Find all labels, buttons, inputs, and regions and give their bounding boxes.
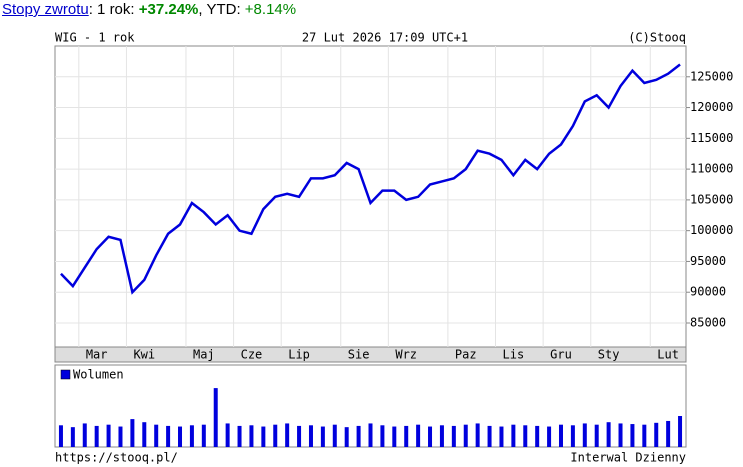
volume-bar (94, 425, 99, 447)
x-tick-label: Kwi (133, 348, 155, 362)
y-tick-label: 120000 (690, 100, 733, 114)
y-tick-label: 100000 (690, 223, 733, 237)
volume-bar (511, 424, 516, 447)
volume-bar (487, 425, 492, 447)
chart-source: (C)Stooq (628, 31, 686, 45)
volume-bar (106, 424, 111, 447)
volume-bar (118, 426, 123, 447)
volume-bar (213, 388, 218, 447)
y-tick-label: 95000 (690, 254, 726, 268)
volume-bar (642, 424, 647, 447)
x-tick-label: Paz (455, 348, 477, 362)
volume-bar (618, 423, 623, 447)
volume-bar (475, 423, 480, 447)
x-tick-label: Cze (241, 348, 263, 362)
volume-bar (297, 425, 302, 447)
volume-bar (249, 425, 254, 447)
volume-bar (451, 425, 456, 447)
volume-bar (166, 425, 171, 447)
legend-swatch (60, 369, 71, 380)
volume-bar (654, 422, 659, 447)
volume-bar (606, 422, 611, 447)
volume-bar (189, 425, 194, 447)
volume-bar (273, 424, 278, 447)
chart-date: 27 Lut 2026 17:09 UTC+1 (302, 31, 468, 45)
x-tick-label: Maj (193, 348, 215, 362)
volume-bar (285, 423, 290, 447)
volume-bar (404, 425, 409, 447)
month-band (54, 346, 687, 363)
period-label: : 1 rok: (88, 1, 135, 18)
volume-bar (70, 427, 75, 447)
volume-bar (594, 424, 599, 447)
volume-bar (439, 425, 444, 447)
volume-bar (428, 426, 433, 447)
volume-bar (582, 423, 587, 447)
volume-bar (392, 426, 397, 447)
volume-bar (356, 425, 361, 447)
price-line (60, 63, 681, 295)
y-tick-label: 85000 (690, 315, 726, 329)
x-tick-label: Sty (598, 348, 620, 362)
volume-bar (225, 423, 230, 447)
volume-bar (142, 422, 147, 447)
volume-bar (130, 419, 135, 447)
y-tick-label: 110000 (690, 162, 733, 176)
volume-bar (678, 416, 683, 447)
volume-bar (630, 424, 635, 447)
volume-bar (416, 424, 421, 447)
x-tick-label: Mar (86, 348, 108, 362)
volume-bar (570, 425, 575, 447)
y-tick-label: 90000 (690, 285, 726, 299)
ytd-label: , YTD: (198, 1, 241, 18)
volume-bar (154, 424, 159, 447)
volume-bar (380, 425, 385, 447)
y-tick-label: 125000 (690, 69, 733, 83)
volume-bar (82, 423, 87, 447)
volume-bar (535, 425, 540, 447)
plot-frame (54, 45, 687, 348)
x-tick-label: Lip (288, 348, 310, 362)
volume-bar (320, 426, 325, 447)
volume-bar (344, 427, 349, 447)
x-tick-label: Wrz (395, 348, 417, 362)
volume-bar (261, 426, 266, 447)
footer-interval: Interwal Dzienny (570, 451, 686, 465)
chart-title: WIG - 1 rok (55, 31, 135, 45)
legend-label: Wolumen (73, 368, 124, 382)
ytd-return: +8.14% (244, 1, 297, 18)
period-return: +37.24% (138, 1, 199, 18)
volume-bar (308, 425, 313, 447)
volume-bar (547, 426, 552, 447)
footer-url: https://stooq.pl/ (55, 451, 178, 465)
volume-bar (58, 425, 63, 447)
volume-bar (558, 424, 563, 447)
returns-link[interactable]: Stopy zwrotu (2, 1, 89, 18)
y-tick-label: 105000 (690, 192, 733, 206)
volume-bar (499, 426, 504, 447)
volume-bar (201, 424, 206, 447)
volume-bar (178, 426, 183, 447)
volume-bar (332, 424, 337, 447)
x-tick-label: Gru (550, 348, 572, 362)
y-tick-label: 115000 (690, 131, 733, 145)
volume-bar (237, 425, 242, 447)
volume-bar (368, 423, 373, 447)
x-tick-label: Sie (348, 348, 370, 362)
x-tick-label: Lis (503, 348, 525, 362)
returns-header: Stopy zwrotu: 1 rok: +37.24%, YTD: +8.14… (2, 1, 296, 18)
x-tick-label: Lut (657, 348, 679, 362)
volume-bar (463, 424, 468, 447)
volume-bar (523, 425, 528, 447)
volume-bar (666, 420, 671, 447)
